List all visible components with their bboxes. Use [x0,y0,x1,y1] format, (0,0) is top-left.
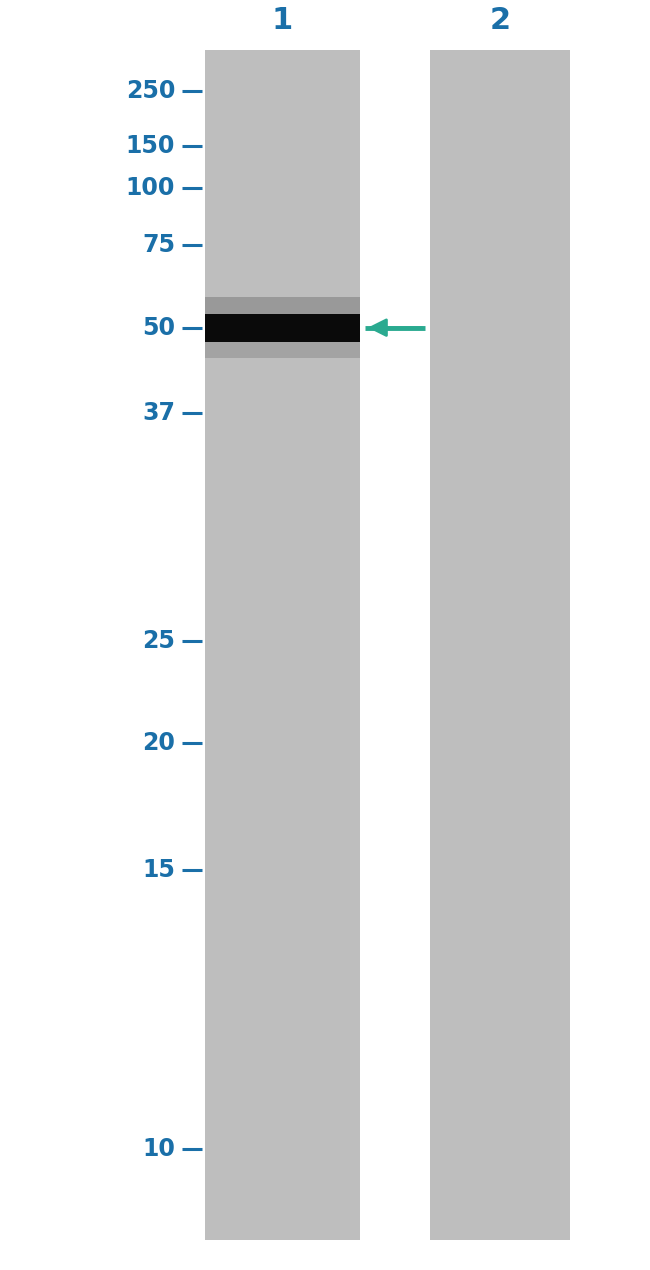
Text: 25: 25 [142,630,175,653]
Text: 20: 20 [142,732,175,754]
Text: 10: 10 [142,1138,175,1161]
Text: 37: 37 [142,401,175,424]
Bar [205,342,360,358]
Text: 150: 150 [125,135,175,157]
Text: 250: 250 [125,80,175,103]
Bar [205,50,360,1240]
Text: 75: 75 [142,234,175,257]
Text: 50: 50 [142,316,175,339]
Text: 100: 100 [125,177,175,199]
Text: 2: 2 [489,6,510,36]
Bar [205,297,360,314]
Text: 15: 15 [142,859,175,881]
Text: 1: 1 [272,6,293,36]
Bar [205,314,360,342]
Bar [430,50,570,1240]
